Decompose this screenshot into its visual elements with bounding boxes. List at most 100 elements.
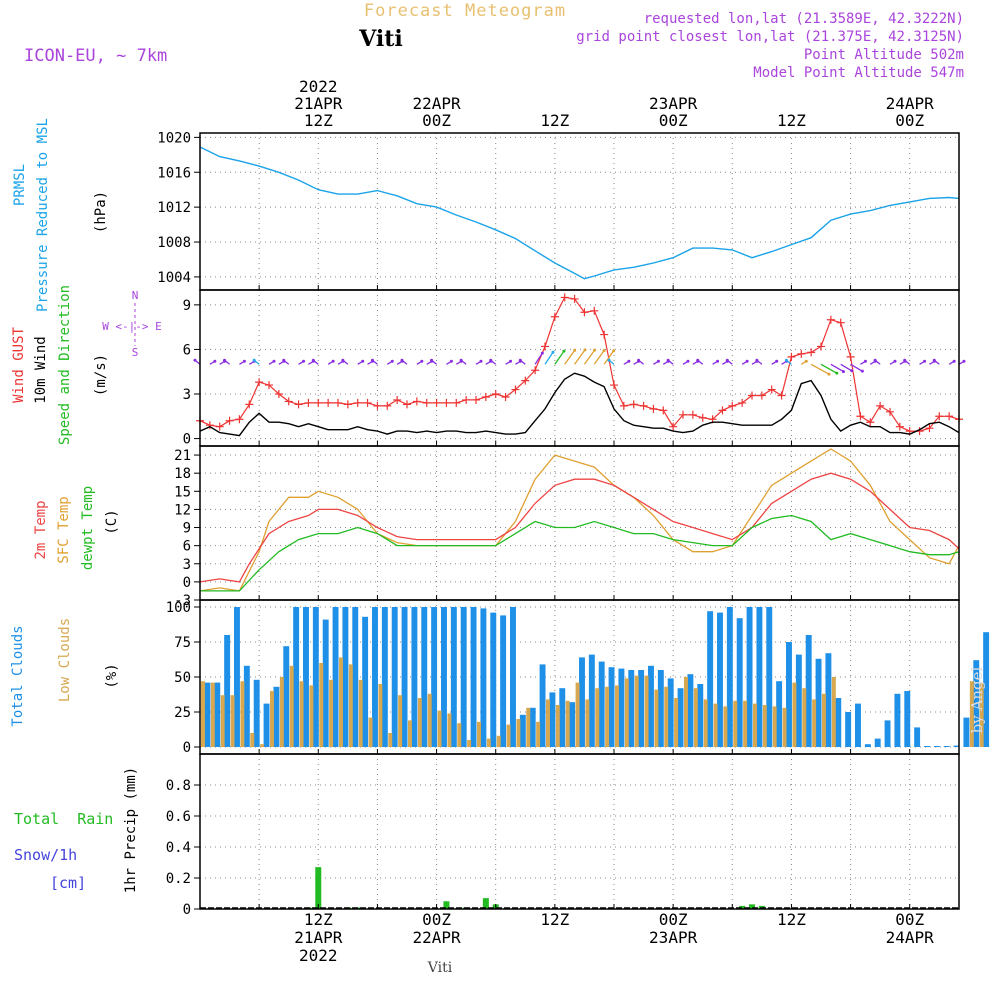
gust-marker — [817, 342, 825, 351]
wind-arrow-head — [923, 359, 927, 363]
total-cloud-bar — [362, 616, 369, 747]
total-cloud-bar — [539, 664, 546, 747]
compass-south: S — [132, 346, 139, 359]
total-cloud-bar — [736, 618, 743, 747]
rain-bar — [482, 898, 489, 909]
low-cloud-bar — [723, 706, 728, 747]
low-cloud-bar — [329, 679, 334, 747]
wind-direction-arrow — [534, 352, 543, 365]
low-cloud-bar — [467, 740, 472, 747]
gust-marker — [294, 400, 303, 409]
precip-ytick-label: 0 — [183, 902, 191, 918]
wind-arrow-head — [850, 369, 854, 373]
gust-marker — [610, 381, 618, 390]
total-cloud-bar — [234, 607, 240, 747]
total-cloud-bar — [598, 661, 605, 747]
total-cloud-bar — [914, 727, 921, 747]
low-cloud-bar — [546, 699, 550, 747]
total-cloud-bar — [855, 703, 861, 747]
gust-marker — [215, 422, 224, 431]
gust-marker — [314, 398, 323, 407]
low-cloud-bar — [260, 744, 265, 747]
model-label: ICON-EU, ~ 7km — [24, 46, 167, 66]
wind-arrow-head — [827, 372, 831, 376]
cloud-label-total: Total Clouds — [10, 625, 26, 726]
bottom-time-label: 23APR — [649, 928, 698, 947]
temp-ytick-label: 9 — [183, 521, 191, 537]
low-cloud-bar — [555, 705, 560, 747]
watermark: by Angel — [968, 666, 986, 733]
wind-arrow-head — [745, 359, 749, 363]
gust-marker — [570, 294, 579, 303]
low-cloud-bar — [536, 721, 541, 747]
total-cloud-bar — [332, 607, 339, 747]
grid-layer — [200, 133, 959, 910]
total-cloud-bar — [490, 612, 497, 747]
precip-ytick-label: 0.2 — [166, 871, 191, 887]
cloud-labels: Total Clouds Low Clouds (%) — [10, 618, 120, 727]
rain-bar — [749, 904, 755, 909]
gust-marker — [679, 410, 687, 419]
temp-ytick-label: 6 — [183, 539, 191, 555]
gust-marker — [511, 385, 520, 394]
total-cloud-bar — [697, 684, 704, 747]
low-cloud-bar — [368, 717, 373, 747]
wind-direction-arrow — [603, 350, 615, 365]
low-cloud-bar — [299, 681, 304, 747]
gust-marker — [580, 308, 589, 317]
gust-marker — [935, 412, 944, 421]
low-cloud-bar — [319, 663, 324, 747]
compass-we: W <-|-> E — [102, 320, 162, 333]
low-cloud-bar — [782, 707, 787, 747]
gust-marker — [836, 318, 845, 327]
gust-marker — [432, 398, 441, 407]
total-cloud-bar — [845, 712, 852, 747]
gust-marker — [383, 401, 392, 410]
wind-arrow-head — [666, 358, 670, 362]
low-cloud-bar — [378, 684, 383, 747]
pressure-label-msl: Pressure Reduced to MSL — [35, 118, 51, 312]
pressure-ytick-label: 1004 — [157, 270, 191, 286]
low-cloud-bar — [969, 681, 974, 747]
wind-arrow-head — [784, 358, 788, 362]
pressure-label-prmsl: PRMSL — [12, 164, 28, 206]
gust-marker — [442, 398, 451, 407]
wind-arrow-head — [686, 359, 690, 363]
total-cloud-bar — [884, 720, 891, 747]
gust-marker — [767, 385, 776, 394]
total-cloud-bar — [293, 607, 300, 747]
gust-marker — [925, 424, 934, 433]
pressure-ytick-label: 1008 — [157, 235, 191, 251]
low-cloud-bar — [674, 698, 679, 747]
bottom-time-label: 2022 — [299, 946, 338, 965]
bottom-time-label: 12Z — [304, 910, 333, 929]
low-cloud-bar — [496, 735, 501, 747]
temp-label-dewpt: dewpt Temp — [80, 486, 96, 570]
gust-marker — [501, 392, 510, 401]
wind-arrow-head — [903, 358, 907, 362]
gust-marker — [659, 406, 668, 415]
low-cloud-bar — [979, 682, 984, 747]
cloud-unit: (%) — [104, 663, 120, 688]
low-cloud-bar — [654, 689, 659, 747]
wind-arrow-head — [459, 358, 463, 362]
top-time-label: 12Z — [304, 111, 333, 130]
gust-marker — [235, 415, 244, 424]
wind-direction-arrow — [850, 363, 863, 372]
wind-arrow-head — [193, 358, 197, 362]
precip-ytick-label: 0.4 — [166, 840, 191, 856]
low-cloud-bar — [279, 677, 284, 747]
gust-marker — [205, 421, 214, 430]
low-cloud-bar — [339, 657, 343, 747]
total-cloud-bar — [953, 745, 960, 747]
gust-line — [199, 296, 960, 432]
total-cloud-bar — [687, 674, 694, 747]
precip-labels: Total Rain Snow/1h [cm] 1hr Precip (mm) — [14, 767, 139, 893]
low-cloud-bar — [477, 721, 481, 747]
wind-arrow-head — [272, 359, 276, 363]
footer-location: Viti — [427, 960, 453, 976]
total-cloud-bar — [835, 698, 842, 747]
bottom-time-label: 12Z — [540, 910, 569, 929]
product-title: Forecast Meteogram — [364, 1, 566, 21]
